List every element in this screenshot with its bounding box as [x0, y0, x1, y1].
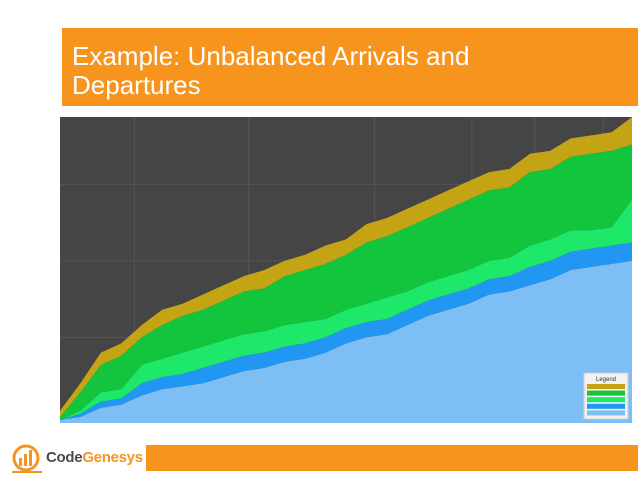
chart-svg: Legend — [60, 117, 632, 423]
slide-title-bar: Example: Unbalanced Arrivals and Departu… — [62, 28, 638, 106]
legend-title: Legend — [596, 377, 616, 383]
stacked-area-chart: Legend — [60, 117, 632, 423]
slide-title: Example: Unbalanced Arrivals and Departu… — [72, 41, 470, 100]
area-series-1 — [60, 242, 632, 420]
logo-text-code: Code — [46, 449, 83, 466]
area-series-0 — [60, 260, 632, 423]
legend-swatch-0 — [587, 384, 625, 389]
area-series-4 — [60, 117, 632, 417]
logo-icon — [12, 444, 42, 473]
legend-swatch-3 — [587, 403, 625, 409]
legend-swatch-4 — [587, 410, 625, 416]
logo: CodeGenesys — [10, 440, 144, 474]
logo-text-genesys: Genesys — [82, 449, 143, 466]
legend-swatch-1 — [587, 390, 625, 396]
legend-swatch-2 — [587, 397, 625, 403]
footer-bar — [146, 445, 638, 471]
logo-wordmark: CodeGenesys — [46, 449, 143, 466]
area-series-3 — [60, 144, 632, 420]
area-series-2 — [60, 199, 632, 420]
